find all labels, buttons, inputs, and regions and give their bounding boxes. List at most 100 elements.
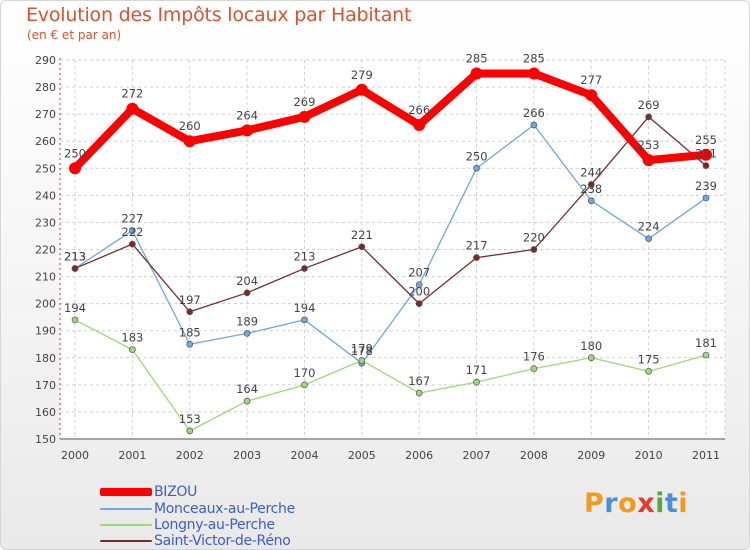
data-point [243, 397, 251, 405]
y-tick-label: 230 [35, 216, 56, 229]
data-point [126, 102, 139, 115]
data-point [355, 83, 368, 96]
y-tick-label: 250 [35, 162, 56, 175]
data-point [358, 243, 366, 251]
data-label: 239 [695, 179, 717, 193]
x-tick-label: 2001 [118, 449, 146, 462]
data-label: 189 [236, 314, 258, 328]
x-tick-label: 2007 [463, 449, 491, 462]
data-label: 255 [695, 133, 717, 147]
legend-item: BIZOU [100, 483, 197, 500]
logo-letter: P [584, 488, 605, 519]
data-label: 204 [236, 274, 258, 288]
data-label: 220 [523, 231, 545, 245]
data-label: 181 [695, 336, 717, 350]
legend-label: Monceaux-au-Perche [154, 500, 295, 517]
data-label: 179 [351, 341, 373, 355]
y-tick-label: 160 [35, 406, 56, 419]
proxiti-logo: Proxiti [584, 488, 688, 519]
y-tick-label: 190 [35, 325, 56, 338]
data-label: 266 [523, 106, 545, 120]
data-point [702, 162, 710, 169]
legend-label: Longny-au-Perche [154, 516, 275, 533]
data-point [415, 300, 423, 307]
data-point [71, 265, 79, 272]
data-point [301, 381, 308, 389]
data-point [645, 235, 652, 243]
data-label: 170 [293, 366, 315, 380]
x-tick-label: 2000 [61, 449, 89, 462]
data-label: 279 [351, 68, 373, 82]
logo-letter: i [655, 488, 665, 519]
data-label: 213 [64, 249, 86, 263]
data-label: 213 [64, 249, 86, 263]
data-point [183, 135, 196, 148]
legend-label: Saint-Victor-de-Réno [154, 532, 291, 549]
x-tick-label: 2008 [520, 449, 548, 462]
logo-letter: r [604, 488, 619, 519]
data-label: 227 [121, 212, 143, 226]
data-label: 253 [638, 138, 660, 152]
y-tick-label: 180 [35, 352, 56, 365]
data-point [298, 110, 311, 123]
data-point [186, 427, 194, 435]
logo-letter: x [637, 488, 656, 519]
data-point [241, 124, 254, 137]
data-point [530, 246, 538, 253]
y-tick-label: 270 [35, 108, 56, 121]
data-point [527, 67, 540, 80]
data-label: 238 [580, 182, 602, 196]
data-label: 213 [293, 249, 315, 263]
x-tick-label: 2009 [577, 449, 605, 462]
legend-label: BIZOU [154, 483, 198, 500]
data-label: 207 [408, 266, 430, 280]
data-label: 175 [638, 352, 660, 366]
x-tick-label: 2011 [692, 449, 720, 462]
data-point [186, 308, 194, 316]
data-point [702, 351, 710, 359]
data-label: 194 [293, 301, 315, 315]
data-label: 266 [408, 103, 430, 117]
data-label: 264 [236, 108, 258, 122]
data-label: 164 [236, 382, 258, 396]
legend-item: Saint-Victor-de-Réno [100, 532, 291, 549]
data-point [470, 67, 483, 80]
logo-letter: o [618, 488, 638, 519]
y-tick-label: 210 [35, 271, 56, 284]
data-point [243, 330, 251, 337]
data-point [473, 378, 480, 386]
data-point [129, 227, 136, 234]
data-point [530, 365, 538, 372]
data-label: 185 [179, 325, 201, 339]
data-point [301, 265, 308, 272]
y-tick-label: 150 [35, 433, 56, 446]
data-point [129, 240, 136, 248]
data-label: 197 [179, 293, 201, 307]
data-point [301, 316, 308, 324]
data-point [587, 181, 595, 188]
series-line-3 [74, 116, 707, 313]
y-tick-label: 240 [35, 189, 56, 202]
data-label: 183 [121, 331, 143, 345]
x-tick-label: 2003 [233, 449, 261, 462]
x-tick-label: 2005 [348, 449, 376, 462]
data-label: 178 [351, 344, 373, 358]
data-label: 251 [695, 147, 717, 161]
data-point [642, 154, 655, 167]
data-label: 171 [466, 363, 488, 377]
data-point [415, 281, 423, 289]
logo-letter: t [664, 488, 679, 519]
data-label: 194 [64, 301, 86, 315]
chart-title: Evolution des Impôts locaux par Habitant [26, 4, 412, 26]
data-point [473, 164, 480, 172]
data-label: 167 [408, 374, 430, 388]
y-tick-label: 200 [35, 298, 56, 311]
x-tick-label: 2010 [635, 449, 663, 462]
data-label: 224 [638, 220, 660, 234]
data-label: 221 [351, 228, 373, 242]
y-tick-label: 220 [35, 244, 56, 257]
data-label: 180 [580, 339, 602, 353]
data-point [645, 113, 652, 121]
data-point [69, 162, 81, 175]
legend-item: Monceaux-au-Perche [100, 500, 295, 517]
